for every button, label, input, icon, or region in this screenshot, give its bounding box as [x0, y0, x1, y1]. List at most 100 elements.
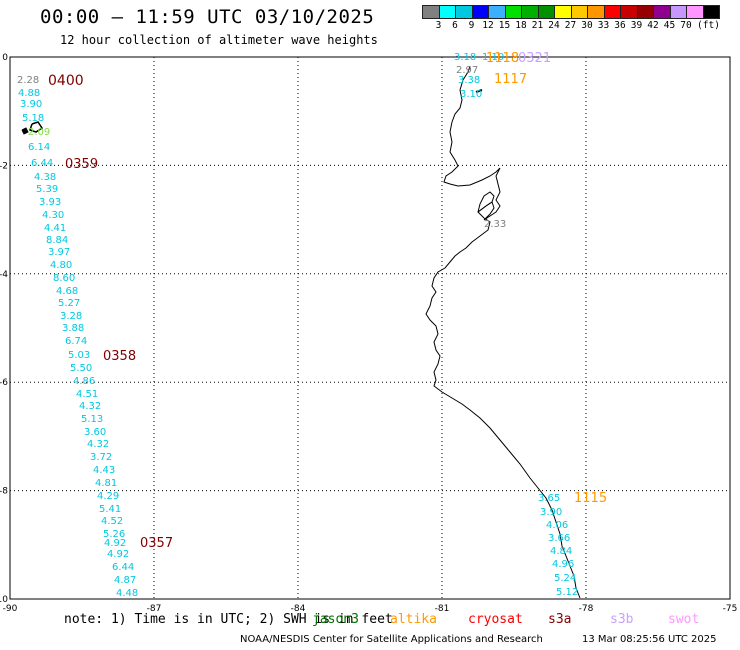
satellite-legend-item: cryosat: [468, 612, 523, 627]
wave-height-value: 4.84: [550, 546, 572, 557]
color-legend-swatches: [422, 5, 720, 19]
color-swatch: [455, 5, 473, 19]
wave-height-value: 4.29: [97, 491, 119, 502]
wave-height-value: 3.28: [60, 311, 82, 322]
wave-height-value: 4.81: [95, 478, 117, 489]
color-legend-label: 30: [581, 20, 593, 31]
wave-height-value: 4.38: [34, 172, 56, 183]
pass-time-label: 0359: [65, 157, 98, 172]
wave-height-value: 5.50: [70, 363, 92, 374]
wave-height-value: 4.96: [552, 559, 574, 570]
color-swatch: [686, 5, 704, 19]
color-legend-label: 70: [680, 20, 692, 31]
color-legend-label: 12: [482, 20, 494, 31]
wave-height-value: 3.38: [458, 75, 480, 86]
wave-height-value: 2.97: [456, 65, 478, 76]
color-legend-label: 21: [531, 20, 544, 31]
wave-height-value: 4.41: [44, 223, 66, 234]
y-tick-label: -4: [0, 270, 8, 280]
wave-height-value: 4.43: [93, 465, 115, 476]
wave-height-value: 2.33: [484, 219, 506, 230]
wave-height-value: 4.32: [79, 401, 101, 412]
color-legend-label: 15: [498, 20, 511, 31]
wave-height-value: 5.12: [556, 587, 578, 598]
wave-height-value: 5.26: [103, 529, 125, 540]
satellite-legend-item: jason3: [312, 612, 359, 627]
color-legend: 3 6 9 12 15 18 21 24 27 30 33 36 39 42 45 70 (ft): [422, 5, 720, 33]
color-swatch: [636, 5, 654, 19]
wave-height-value: 6.44: [112, 562, 134, 573]
coastline: [21, 65, 581, 599]
color-swatch: [438, 5, 456, 19]
color-legend-label: 45: [663, 20, 676, 31]
wave-height-value: 5.18: [22, 113, 44, 124]
color-legend-label: 3: [435, 20, 442, 31]
color-swatch: [537, 5, 555, 19]
color-swatch: [702, 5, 720, 19]
wave-height-value: 5.27: [58, 298, 80, 309]
wave-height-value: 4.52: [101, 516, 123, 527]
color-swatch: [587, 5, 605, 19]
islet-outline: [21, 127, 29, 135]
wave-height-value: 2.28: [17, 75, 39, 86]
wave-height-value: 4.30: [42, 210, 64, 221]
color-legend-label: 6: [452, 20, 458, 31]
gulf-outline: [477, 191, 495, 213]
coastline-path: [425, 65, 581, 599]
y-tick-label: 0: [2, 53, 8, 63]
y-tick-label: -6: [0, 378, 8, 388]
color-legend-label: 39: [630, 20, 643, 31]
generated-timestamp: 13 Mar 08:25:56 UTC 2025: [582, 634, 717, 645]
wave-height-value: 5.03: [68, 350, 90, 361]
island-outline: [29, 121, 44, 133]
wave-height-value: 6.14: [28, 142, 50, 153]
color-swatch: [504, 5, 522, 19]
wave-height-value: 5.41: [99, 504, 121, 515]
x-tick-label: -75: [723, 604, 738, 614]
color-swatch: [422, 5, 440, 19]
x-tick-label: -81: [435, 604, 450, 614]
wave-height-value: 4.48: [116, 588, 138, 599]
credit-line: NOAA/NESDIS Center for Satellite Applica…: [240, 634, 543, 645]
y-tick-label: -10: [0, 595, 8, 605]
color-swatch: [521, 5, 539, 19]
color-swatch: [653, 5, 671, 19]
x-tick-label: -90: [3, 604, 18, 614]
satellite-legend-item: altika: [390, 612, 437, 627]
wave-height-value: 4.32: [87, 439, 109, 450]
wave-height-value: 2.09: [28, 127, 50, 138]
x-tick-label: -84: [291, 604, 306, 614]
pass-time-label: 0321: [518, 51, 551, 66]
wave-height-value: 3.65: [538, 493, 560, 504]
wave-height-value: 3.60: [84, 427, 106, 438]
axis-ticks: -90 -87 -84 -81 -78 -75 0 -2 -4 -6 -8 -10: [0, 53, 737, 614]
color-legend-label: 9: [468, 20, 475, 31]
color-legend-label: 27: [564, 20, 577, 31]
wave-height-value: 4.88: [18, 88, 40, 99]
x-tick-label: -78: [579, 604, 594, 614]
color-legend-labels: 3 6 9 12 15 18 21 24 27 30 33 36 39 42 45 70 (ft): [422, 19, 720, 33]
wave-height-value: 3.72: [90, 452, 112, 463]
color-legend-label: 42: [647, 20, 659, 31]
wave-height-value: 4.92: [104, 538, 126, 549]
color-swatch: [554, 5, 572, 19]
wave-height-value: 6.44: [31, 158, 53, 169]
wave-height-value: 3.18: [454, 52, 476, 63]
satellite-legend-item: s3a: [548, 612, 572, 627]
wave-height-value: 3.90: [540, 507, 562, 518]
wave-height-value: 5.13: [81, 414, 103, 425]
pass-time-label: 0358: [103, 349, 136, 364]
map-subtitle: 12 hour collection of altimeter wave hei…: [60, 33, 378, 47]
wave-height-value: 3.97: [48, 247, 70, 258]
map-grid: [9, 56, 731, 600]
wave-height-value: 3.66: [548, 533, 570, 544]
color-swatch: [620, 5, 638, 19]
wave-height-value: 3.10: [460, 89, 482, 100]
pass-time-label: 0400: [48, 73, 84, 89]
pass-time-label: 1118: [486, 51, 519, 66]
x-tick-label: -87: [147, 604, 162, 614]
wave-height-value: 4.86: [73, 376, 95, 387]
wave-height-value: 4.06: [546, 520, 568, 531]
color-swatch: [488, 5, 506, 19]
